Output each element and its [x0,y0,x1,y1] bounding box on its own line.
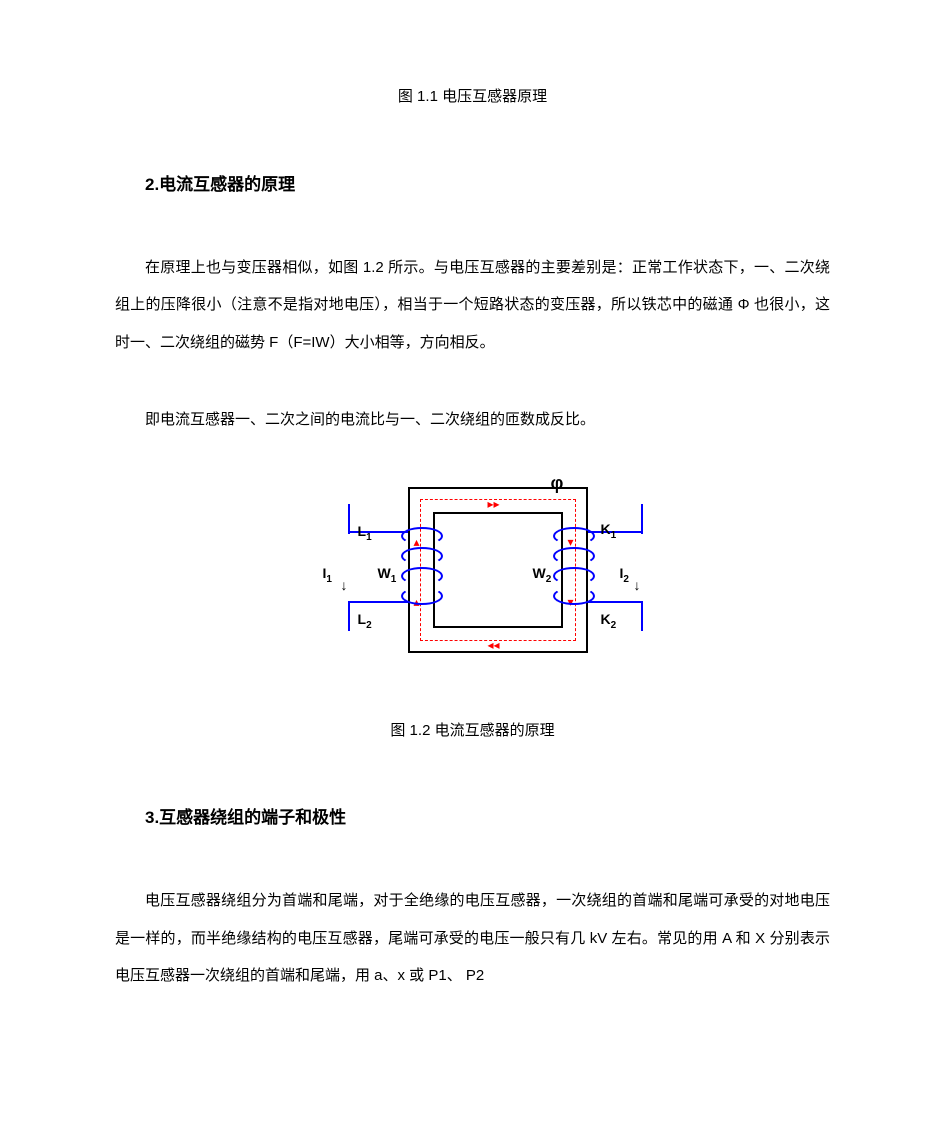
figure-1-2: ▸▸ ◂◂ ▴ ▴ ▾ ▾ φ [115,469,830,664]
wire-l1 [348,531,408,534]
heading-2: 2.电流互感器的原理 [145,165,830,204]
paragraph-3: 电压互感器绕组分为首端和尾端，对于全绝缘的电压互感器，一次绕组的首端和尾端可承受… [115,882,830,995]
flux-arrow-bottom: ◂◂ [488,632,500,660]
flux-path [420,499,576,641]
coil-left-3 [401,567,443,585]
paragraph-2: 即电流互感器一、二次之间的电流比与一、二次绕组的匝数成反比。 [115,401,830,439]
coil-right-1 [553,527,595,545]
heading-3: 3.互感器绕组的端子和极性 [145,798,830,837]
wire-l2 [348,601,408,604]
label-k1: K1 [601,513,617,547]
wire-l1-up [348,504,351,534]
coil-left-2 [401,547,443,565]
coil-left-1 [401,527,443,545]
label-l2: L2 [358,603,372,637]
coil-right-3 [553,567,595,585]
wire-k2-down [641,601,644,631]
arrow-i2: ↓ [634,569,641,601]
figure-caption-1-2: 图 1.2 电流互感器的原理 [115,714,830,749]
arrow-i1: ↓ [341,569,348,601]
phi-label: φ [551,463,564,504]
label-i1: I1 [323,557,332,591]
label-i2: I2 [620,557,629,591]
label-k2: K2 [601,603,617,637]
wire-k1-up [641,504,644,534]
flux-arrow-top: ▸▸ [488,491,500,519]
label-w2: W2 [533,557,552,591]
figure-caption-1-1: 图 1.1 电压互感器原理 [115,80,830,115]
label-w1: W1 [378,557,397,591]
label-l1: L1 [358,515,372,549]
transformer-diagram: ▸▸ ◂◂ ▴ ▴ ▾ ▾ φ [303,469,643,664]
coil-right-2 [553,547,595,565]
wire-l2-down [348,601,351,631]
paragraph-1: 在原理上也与变压器相似，如图 1.2 所示。与电压互感器的主要差别是：正常工作状… [115,249,830,362]
